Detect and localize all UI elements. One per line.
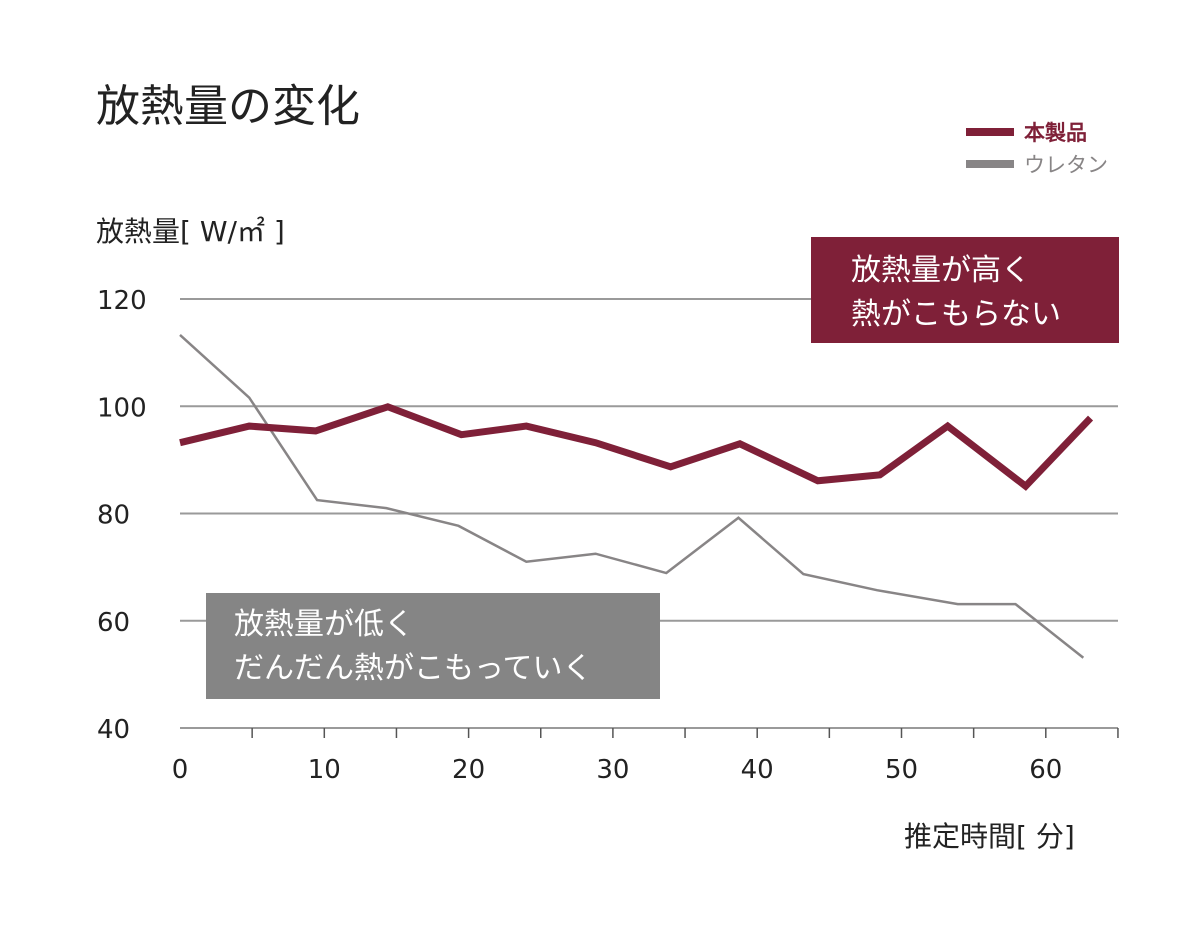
legend-label-urethane: ウレタン bbox=[1024, 153, 1108, 177]
x-tick-label: 10 bbox=[308, 755, 341, 785]
series-line-product bbox=[179, 403, 1094, 491]
legend-label-product: 本製品 bbox=[1024, 121, 1087, 145]
annotation-high-line1: 放熱量が高く bbox=[851, 253, 1031, 288]
annotation-low-line2: だんだん熱がこもっていく bbox=[234, 651, 593, 686]
annotation-low: 放熱量が低く だんだん熱がこもっていく bbox=[206, 593, 660, 699]
x-tick-label: 0 bbox=[172, 755, 189, 785]
annotation-high-line2: 熱がこもらない bbox=[851, 297, 1061, 332]
legend-item-product: 本製品 bbox=[966, 116, 1108, 148]
series-line-urethane bbox=[179, 334, 1085, 659]
x-tick-label: 60 bbox=[1029, 755, 1062, 785]
y-tick-label: 40 bbox=[97, 715, 130, 745]
legend-swatch-urethane bbox=[966, 160, 1014, 168]
annotation-low-line1: 放熱量が低く bbox=[234, 607, 414, 642]
legend-item-urethane: ウレタン bbox=[966, 148, 1108, 180]
legend: 本製品 ウレタン bbox=[966, 116, 1108, 180]
y-tick-label: 120 bbox=[97, 286, 147, 316]
y-tick-label: 60 bbox=[97, 608, 130, 638]
y-axis-label: 放熱量[ W/㎡ ] bbox=[96, 215, 285, 248]
x-axis-label: 推定時間[ 分] bbox=[904, 820, 1075, 853]
chart-title: 放熱量の変化 bbox=[96, 81, 360, 132]
y-tick-label: 80 bbox=[97, 501, 130, 531]
y-tick-label: 100 bbox=[97, 393, 147, 423]
x-tick-label: 30 bbox=[596, 755, 629, 785]
legend-swatch-product bbox=[966, 128, 1014, 136]
x-tick-label: 40 bbox=[741, 755, 774, 785]
x-tick-label: 20 bbox=[452, 755, 485, 785]
x-tick-label: 50 bbox=[885, 755, 918, 785]
annotation-high: 放熱量が高く 熱がこもらない bbox=[811, 237, 1119, 343]
